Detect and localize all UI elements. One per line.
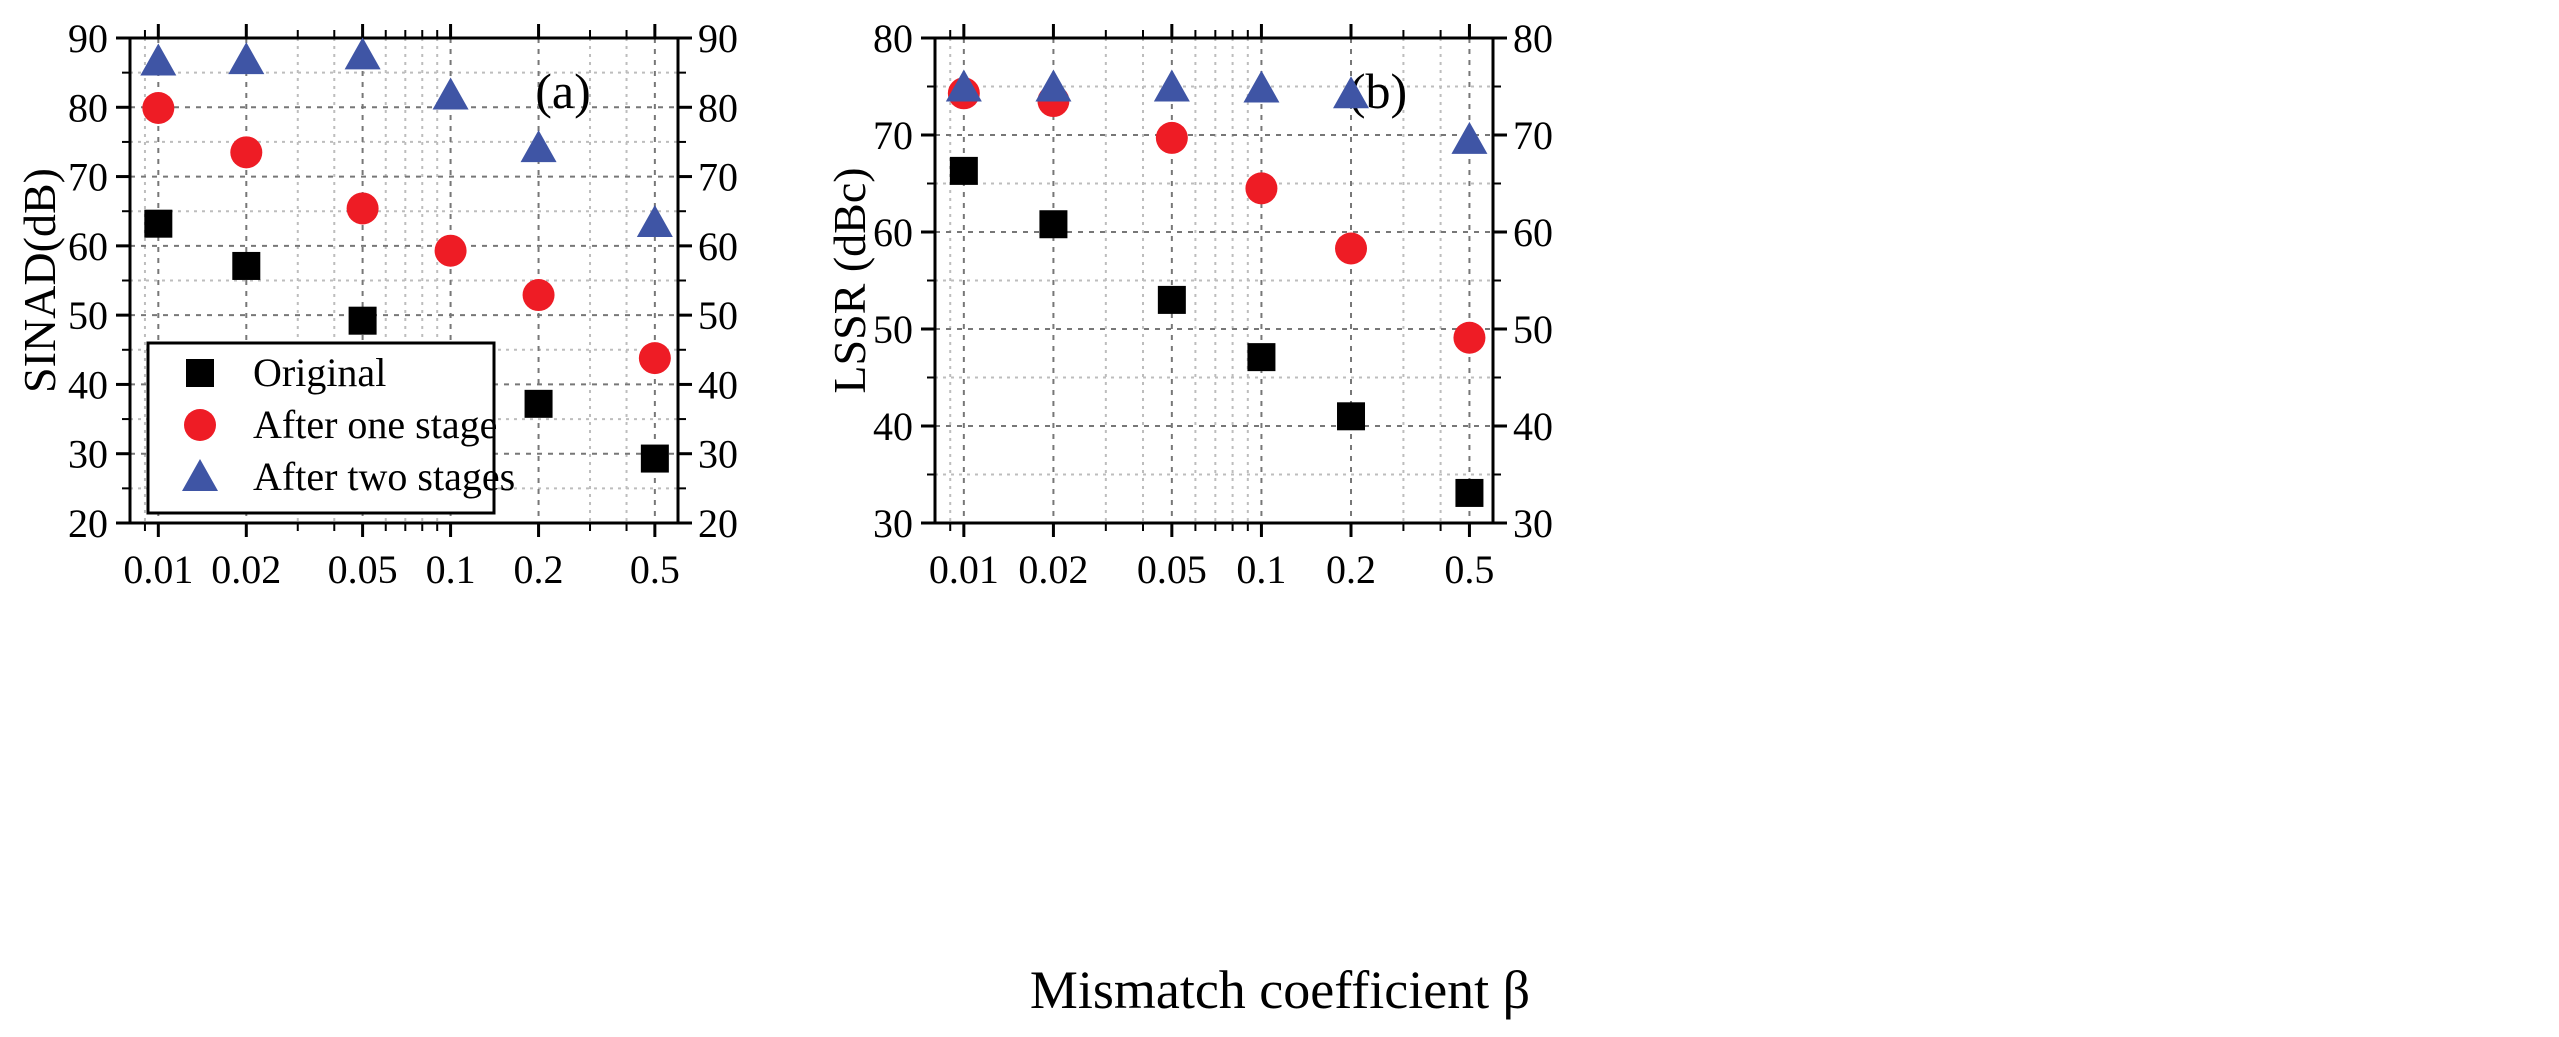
data-point-square (1337, 402, 1366, 431)
x-tick-label: 0.05 (1137, 547, 1207, 592)
y-tick-label-right: 40 (1513, 404, 1553, 449)
y-tick-label-right: 90 (698, 16, 738, 61)
y-tick-label-right: 60 (698, 224, 738, 269)
data-point-square (1039, 210, 1068, 239)
data-point-circle (142, 91, 175, 124)
y-tick-label-left: 30 (873, 501, 913, 546)
data-point-circle (434, 234, 467, 267)
legend: Original After one stage After two stages (146, 341, 515, 515)
y-tick-label-left: 70 (873, 113, 913, 158)
data-point-square (640, 444, 669, 473)
x-tick-label: 0.2 (514, 547, 564, 592)
y-tick-label-right: 80 (1513, 16, 1553, 61)
data-point-triangle (520, 130, 557, 163)
data-point-circle (346, 192, 379, 225)
legend-label: Original (253, 350, 386, 395)
data-point-square (232, 251, 261, 280)
y-tick-label-right: 70 (698, 155, 738, 200)
data-point-circle (522, 279, 555, 312)
x-tick-label: 0.05 (328, 547, 398, 592)
y-tick-label-right: 50 (698, 293, 738, 338)
data-point-circle (1453, 321, 1486, 354)
data-point-circle (230, 136, 263, 169)
data-point-circle (638, 342, 671, 375)
data-point-triangle (1153, 69, 1190, 102)
data-point-square (144, 209, 173, 238)
y-axis-title: LSSR (dBc) (824, 167, 875, 393)
y-tick-label-right: 80 (698, 85, 738, 130)
data-point-circle (1245, 172, 1278, 205)
panel-label: (a) (535, 63, 591, 119)
y-axis-title: SINAD(dB) (14, 168, 65, 393)
x-tick-label: 0.5 (1444, 547, 1494, 592)
data-point-triangle (228, 42, 265, 75)
data-point-square (1157, 285, 1186, 314)
x-tick-label: 0.01 (929, 547, 999, 592)
legend-label: After two stages (253, 454, 515, 499)
x-tick-label: 0.02 (211, 547, 281, 592)
data-point-triangle (1243, 70, 1280, 103)
plot-frame (933, 36, 1495, 525)
data-point-square (949, 156, 978, 185)
y-tick-label-right: 40 (698, 362, 738, 407)
data-point-square (1247, 343, 1276, 372)
data-point-triangle (1035, 69, 1072, 102)
data-point-triangle (1333, 76, 1370, 109)
x-tick-label: 0.01 (123, 547, 193, 592)
data-point-triangle (140, 43, 177, 76)
panel-b: 0.01 0.02 0.05 0.1 0.2 0.5 30 30 40 40 50 50 60 60 70 7… (824, 16, 1553, 592)
x-tick-label: 0.1 (1236, 547, 1286, 592)
data-point-triangle (432, 77, 469, 110)
y-tick-label-left: 50 (873, 307, 913, 352)
y-tick-label-left: 90 (68, 16, 108, 61)
data-point-triangle (1451, 121, 1488, 154)
data-point-triangle (636, 204, 673, 237)
legend-marker-circle (184, 409, 216, 441)
data-point-square (1455, 478, 1484, 507)
legend-marker-triangle (182, 459, 218, 491)
x-tick-label: 0.02 (1018, 547, 1088, 592)
data-point-circle (1335, 232, 1368, 265)
y-tick-label-left: 40 (68, 362, 108, 407)
y-tick-label-right: 60 (1513, 210, 1553, 255)
shared-x-axis-title: Mismatch coefficient β (1030, 960, 1530, 1020)
y-tick-label-right: 70 (1513, 113, 1553, 158)
y-tick-label-left: 50 (68, 293, 108, 338)
y-tick-label-right: 30 (698, 432, 738, 477)
y-tick-label-left: 40 (873, 404, 913, 449)
data-point-square (524, 389, 553, 418)
y-tick-label-left: 30 (68, 432, 108, 477)
data-point-triangle (344, 37, 381, 70)
y-tick-label-left: 60 (873, 210, 913, 255)
panel-a: 0.01 0.02 0.05 0.1 0.2 0.5 20 20 30 30 40 40 50 50 60 6… (14, 16, 738, 592)
y-tick-label-left: 20 (68, 501, 108, 546)
y-tick-label-right: 30 (1513, 501, 1553, 546)
y-tick-label-left: 80 (873, 16, 913, 61)
data-point-square (348, 306, 377, 335)
legend-marker-square (186, 359, 214, 387)
y-tick-label-left: 60 (68, 224, 108, 269)
x-tick-label: 0.5 (630, 547, 680, 592)
x-tick-label: 0.2 (1326, 547, 1376, 592)
y-tick-label-right: 20 (698, 501, 738, 546)
y-tick-label-right: 50 (1513, 307, 1553, 352)
y-tick-label-left: 80 (68, 85, 108, 130)
data-point-triangle (945, 69, 982, 102)
legend-label: After one stage (253, 402, 497, 447)
data-point-circle (1155, 121, 1188, 154)
plot-frame (128, 36, 680, 525)
y-tick-label-left: 70 (68, 155, 108, 200)
x-tick-label: 0.1 (426, 547, 476, 592)
